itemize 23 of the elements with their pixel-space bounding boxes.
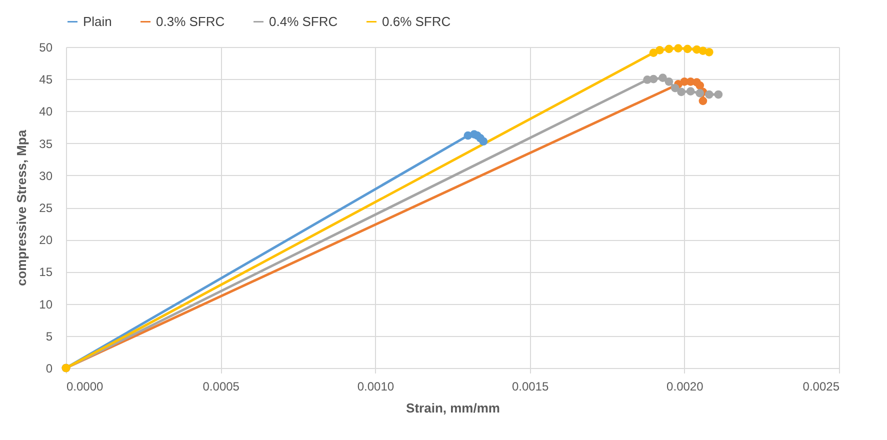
x-tick-label: 0.0010 [357,380,394,394]
x-axis-title: Strain, mm/mm [406,400,500,416]
y-tick-label: 25 [39,201,53,215]
legend-label: 0.4% SFRC [269,14,338,29]
y-tick-label: 45 [39,72,53,87]
y-tick-label: 20 [39,233,53,248]
y-tick-label: 15 [39,265,53,280]
x-tick-label: 0.0005 [202,380,240,394]
y-tick-label: 0 [46,362,53,376]
legend-label: 0.3% SFRC [156,14,225,29]
y-tick-label: 5 [46,329,53,344]
y-tick-label: 10 [39,297,53,312]
y-axis-title: compressive Stress, Mpa [14,129,30,286]
y-tick-label: 30 [39,168,53,183]
x-tick-label: 0.0025 [802,380,840,394]
y-tick-label: 40 [39,104,53,119]
legend-label: 0.6% SFRC [382,14,451,29]
y-tick-label: 50 [39,40,53,54]
y-tick-label: 35 [39,136,53,151]
legend-label: Plain [83,14,112,29]
x-tick-label: 0.0015 [512,380,549,394]
x-tick-label: 0.0020 [666,380,704,394]
x-tick-label: 0.0000 [66,380,104,394]
